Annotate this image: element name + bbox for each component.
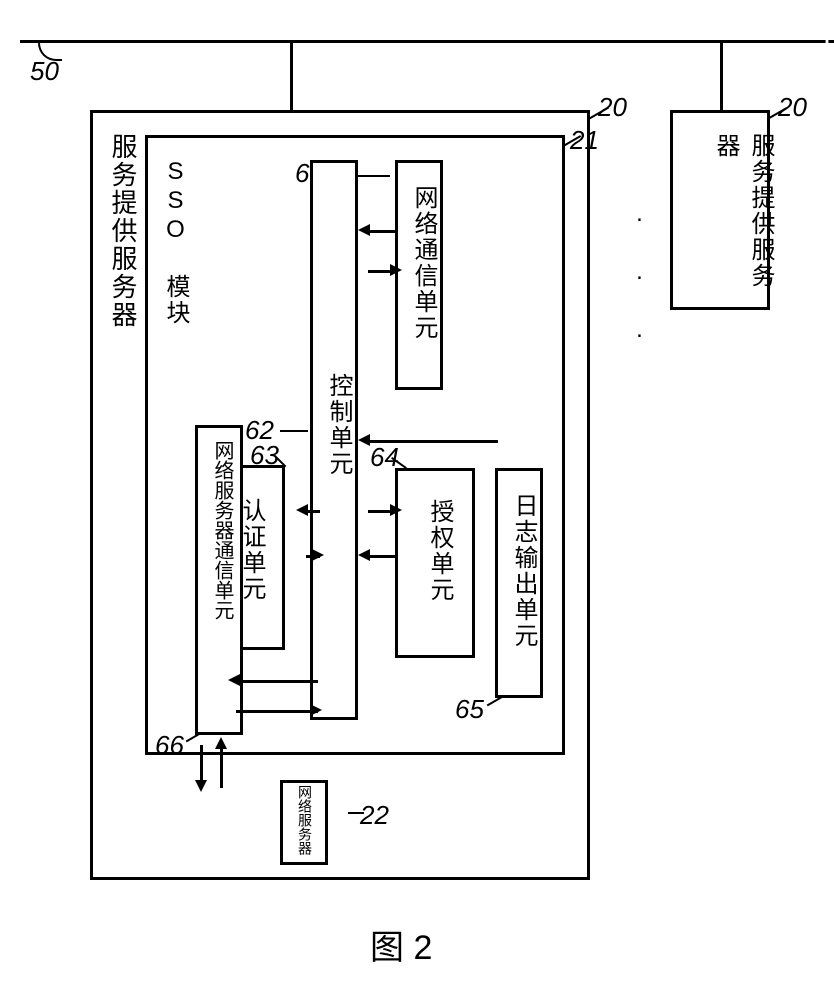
ah9 xyxy=(310,704,322,716)
ah8 xyxy=(228,674,240,686)
net-comm-text: 网络通信单元 xyxy=(406,185,441,341)
a-61-62-a xyxy=(368,230,398,233)
ah3 xyxy=(296,504,308,516)
a-66-ws-v2 xyxy=(220,745,223,788)
other-server: 服务提供服务器 xyxy=(670,110,770,310)
a-62-64-b xyxy=(368,555,398,558)
log-text: 日志输出单元 xyxy=(506,493,541,649)
net-comm-unit: 网络通信单元 xyxy=(395,160,443,390)
n66-text: 网络服务器通信单元 xyxy=(208,440,237,620)
ws-leader xyxy=(348,812,364,814)
ws-final: 网络服务器 xyxy=(280,780,328,865)
authz-text: 授权单元 xyxy=(422,499,457,603)
a-62-66-a xyxy=(236,680,318,683)
ah2 xyxy=(390,264,402,276)
stem-other xyxy=(720,40,723,110)
authz-num: 64 xyxy=(370,442,399,473)
bus-line xyxy=(20,40,820,43)
a-62-63-a xyxy=(306,510,320,513)
log-num: 65 xyxy=(455,694,484,725)
control-leader xyxy=(280,430,308,432)
other-server-num: 20 xyxy=(778,92,807,123)
ahv1 xyxy=(195,780,207,792)
figure-label: 图 2 xyxy=(370,920,432,969)
ah1 xyxy=(358,224,370,236)
control-text: 控制单元 xyxy=(321,373,356,477)
ws-num: 22 xyxy=(360,800,389,831)
ahv2 xyxy=(215,737,227,749)
sso-module-title: SSO 模块 xyxy=(158,158,193,326)
ws-final-text: 网络服务器 xyxy=(295,785,315,855)
ah4 xyxy=(312,549,324,561)
ah5 xyxy=(390,504,402,516)
main-server-num: 20 xyxy=(598,92,627,123)
other-server-text: 服务提供服务器 xyxy=(708,133,778,307)
authz-unit: 授权单元 xyxy=(395,468,475,658)
ah7 xyxy=(358,434,370,446)
webcomm-num: 66 xyxy=(155,730,184,761)
n66-final: 网络服务器通信单元 xyxy=(195,425,243,735)
stem-main xyxy=(290,40,293,110)
bus-dash xyxy=(820,40,834,43)
main-server-title: 服务提供服务器 xyxy=(105,133,142,329)
ah6 xyxy=(358,549,370,561)
control-unit: 控制单元 xyxy=(310,160,358,720)
a-62-66-b xyxy=(236,710,318,713)
a-62-65 xyxy=(368,440,498,443)
ellipsis: . . . xyxy=(625,200,653,345)
log-unit: 日志输出单元 xyxy=(495,468,543,698)
